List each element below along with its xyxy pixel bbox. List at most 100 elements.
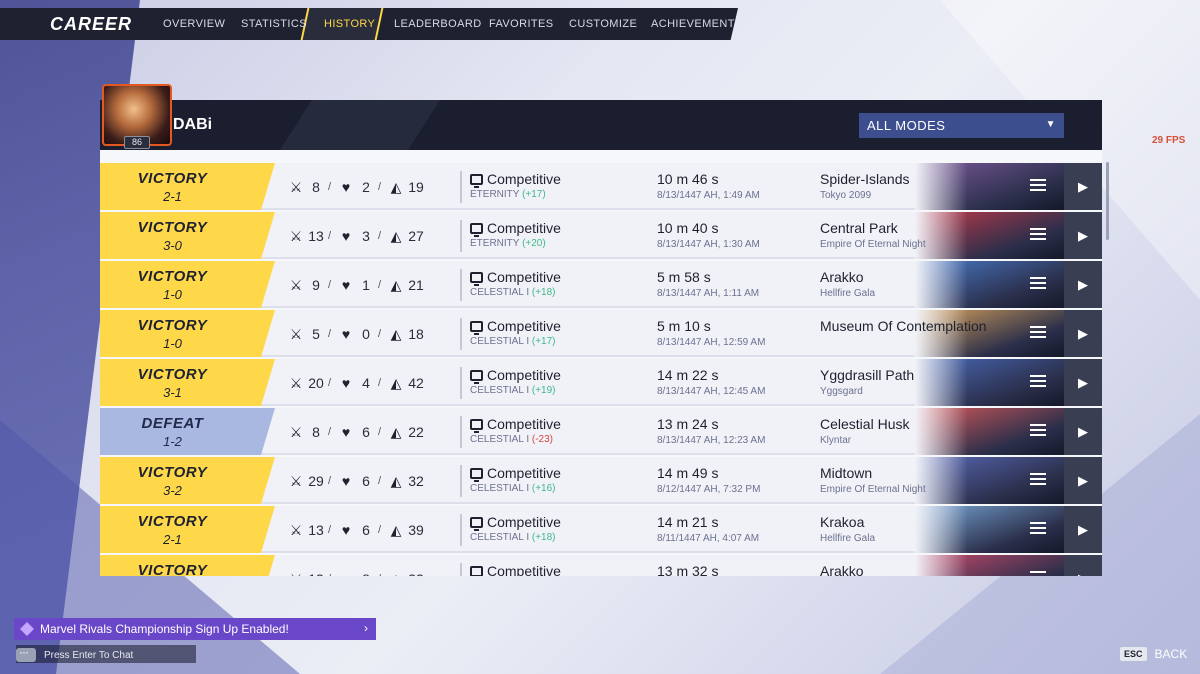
separator: /	[328, 426, 332, 438]
tab-statistics[interactable]: STATISTICS	[241, 18, 307, 30]
details-menu-icon[interactable]	[1030, 473, 1046, 487]
match-duration: 5 m 10 s	[657, 318, 711, 334]
replay-play-button[interactable]: ▶	[1064, 261, 1102, 308]
match-row[interactable]: DEFEAT 1-2 ⚔ 8 / ♥ 6 / ◭ 22 Competitive CELESTIAL I…	[100, 408, 1102, 455]
time-column: 13 m 32 s	[657, 563, 718, 576]
mode-filter-value: ALL MODES	[867, 118, 946, 133]
match-row[interactable]: VICTORY 1-0 ⚔ 9 / ♥ 1 / ◭ 21 Competitive CELESTIAL …	[100, 261, 1102, 308]
match-row[interactable]: VICTORY 2-1 ⚔ 8 / ♥ 2 / ◭ 19 Competitive ETERNITY (…	[100, 163, 1102, 210]
game-mode: Competitive	[487, 269, 561, 285]
scrollbar[interactable]	[1106, 162, 1109, 240]
championship-notice[interactable]: Marvel Rivals Championship Sign Up Enabl…	[14, 618, 376, 640]
map-column: Arakko Hellfire Gala	[820, 269, 875, 299]
chevron-right-icon: ›	[364, 621, 368, 635]
swords-icon: ⚔	[289, 375, 303, 391]
tab-achievements[interactable]: ACHIEVEMENTS	[651, 18, 743, 30]
assist-icon: ◭	[390, 424, 402, 440]
rank-tier: CELESTIAL I	[470, 434, 530, 445]
chat-hint[interactable]: Press Enter To Chat	[16, 645, 133, 664]
details-menu-icon[interactable]	[1030, 277, 1046, 291]
time-column: 5 m 10 s 8/13/1447 AH, 12:59 AM	[657, 318, 765, 348]
match-row[interactable]: VICTORY 3-2 ⚔ 29 / ♥ 6 / ◭ 32 Competitive CELESTIAL…	[100, 457, 1102, 504]
replay-play-button[interactable]: ▶	[1064, 310, 1102, 357]
mode-column: Competitive CELESTIAL I (+18)	[460, 269, 561, 301]
separator: /	[378, 475, 382, 487]
kills-count: 13	[308, 522, 324, 538]
assists-count: 21	[408, 277, 424, 293]
result-label: DEFEAT	[141, 415, 204, 432]
assists-count: 19	[408, 179, 424, 195]
time-column: 14 m 49 s 8/12/1447 AH, 7:32 PM	[657, 465, 760, 495]
play-icon: ▶	[1078, 571, 1088, 576]
mode-column: Competitive CELESTIAL I (+18)	[460, 514, 561, 546]
broken-heart-icon: ♥	[341, 228, 351, 244]
match-history-list[interactable]: VICTORY 2-1 ⚔ 8/♥ 2/◭ 19 Competitive ETERNITY (…	[100, 150, 1102, 576]
kills-count: 9	[312, 277, 320, 293]
map-region: Empire Of Eternal Night	[820, 239, 926, 250]
details-menu-icon[interactable]	[1030, 326, 1046, 340]
play-icon: ▶	[1078, 326, 1088, 341]
match-date: 8/13/1447 AH, 1:30 AM	[657, 239, 760, 250]
replay-play-button[interactable]: ▶	[1064, 555, 1102, 576]
game-mode: Competitive	[487, 514, 561, 530]
tab-leaderboard[interactable]: LEADERBOARD	[394, 18, 482, 30]
replay-play-button[interactable]: ▶	[1064, 212, 1102, 259]
kda-stats: ⚔ 8 / ♥ 6 / ◭ 22	[288, 423, 428, 441]
kda-stats: ⚔ 9 / ♥ 1 / ◭ 21	[288, 276, 428, 294]
game-mode: Competitive	[487, 220, 561, 236]
match-row[interactable]: VICTORY 3-0 ⚔ 13 / ♥ 3 / ◭ 27 Competitive ETERNITY …	[100, 212, 1102, 259]
tab-favorites[interactable]: FAVORITES	[489, 18, 554, 30]
time-column: 14 m 22 s 8/13/1447 AH, 12:45 AM	[657, 367, 765, 397]
tab-history[interactable]: HISTORY	[324, 18, 376, 30]
details-menu-icon[interactable]	[1030, 424, 1046, 438]
details-menu-icon[interactable]	[1030, 179, 1046, 193]
tab-customize[interactable]: CUSTOMIZE	[569, 18, 638, 30]
broken-heart-icon: ♥	[341, 375, 351, 391]
match-row[interactable]: VICTORY 1-0 ⚔ 5 / ♥ 0 / ◭ 18 Competitive CELESTIAL …	[100, 310, 1102, 357]
map-name: Midtown	[820, 465, 873, 481]
details-menu-icon[interactable]	[1030, 571, 1046, 576]
game-mode: Competitive	[487, 465, 561, 481]
replay-play-button[interactable]: ▶	[1064, 359, 1102, 406]
monitor-icon	[470, 271, 483, 286]
match-result: VICTORY 3-0	[100, 212, 275, 259]
chat-bar[interactable]	[16, 645, 196, 663]
match-result: VICTORY 1-0	[100, 261, 275, 308]
deaths-count: 2	[362, 179, 370, 195]
details-menu-icon[interactable]	[1030, 522, 1046, 536]
replay-play-button[interactable]: ▶	[1064, 408, 1102, 455]
match-row[interactable]: VICTORY⚔13/♥8/◭33Competitive 13 m 32 sAr…	[100, 555, 1102, 576]
assists-count: 18	[408, 326, 424, 342]
back-button[interactable]: ESC BACK	[1120, 647, 1187, 661]
details-menu-icon[interactable]	[1030, 375, 1046, 389]
replay-play-button[interactable]: ▶	[1064, 163, 1102, 210]
match-result: DEFEAT 1-2	[100, 408, 275, 455]
mode-filter-dropdown[interactable]: ALL MODES ▼	[859, 113, 1064, 138]
match-duration: 10 m 40 s	[657, 220, 719, 236]
map-thumbnail	[915, 310, 1065, 357]
details-menu-icon[interactable]	[1030, 228, 1046, 242]
back-label: BACK	[1154, 647, 1188, 661]
tab-overview[interactable]: OVERVIEW	[163, 18, 226, 30]
match-row[interactable]: VICTORY 2-1 ⚔ 13 / ♥ 6 / ◭ 39 Competitive CELESTIAL…	[100, 506, 1102, 553]
kills-count: 8	[312, 179, 320, 195]
match-row[interactable]: VICTORY 3-1 ⚔ 20 / ♥ 4 / ◭ 42 Competitive CELESTIAL…	[100, 359, 1102, 406]
rank-tier: CELESTIAL I	[470, 532, 530, 543]
kills-count: 5	[312, 326, 320, 342]
deaths-count: 6	[362, 473, 370, 489]
play-icon: ▶	[1078, 179, 1088, 194]
swords-icon: ⚔	[289, 522, 303, 538]
match-date: 8/13/1447 AH, 12:59 AM	[657, 337, 766, 348]
replay-play-button[interactable]: ▶	[1064, 457, 1102, 504]
replay-play-button[interactable]: ▶	[1064, 506, 1102, 553]
result-score: 3-0	[163, 238, 182, 253]
result-label: VICTORY	[137, 464, 208, 481]
map-name: Central Park	[820, 220, 898, 236]
map-column: Celestial Husk Klyntar	[820, 416, 909, 446]
separator: /	[328, 328, 332, 340]
kills-count: 20	[308, 375, 324, 391]
monitor-icon	[470, 320, 483, 335]
monitor-icon	[470, 222, 483, 237]
assist-icon: ◭	[390, 179, 402, 195]
map-column: Midtown Empire Of Eternal Night	[820, 465, 926, 495]
